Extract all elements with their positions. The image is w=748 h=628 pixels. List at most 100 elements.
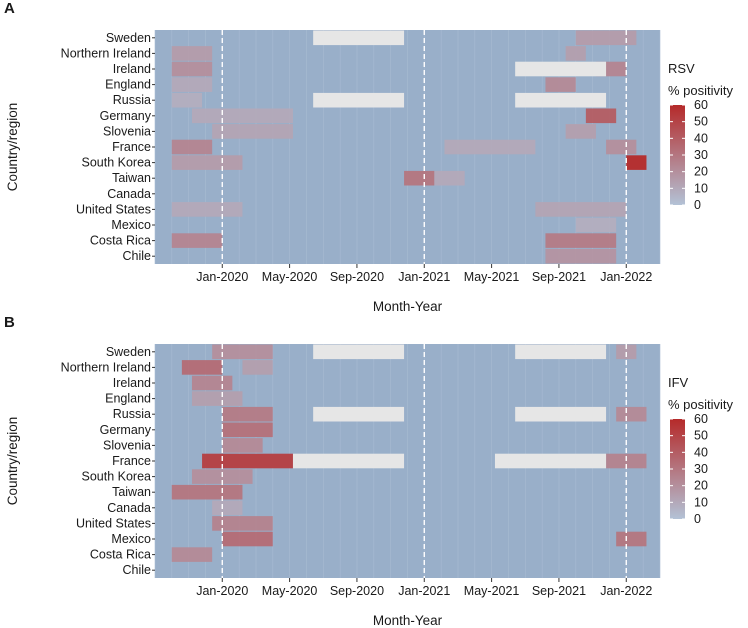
heat-cell [575,217,617,233]
country-label: Slovenia [103,124,151,138]
heat-cell [171,155,243,170]
heat-cell [616,344,637,360]
heat-cell [626,155,647,170]
x-axis-title: Month-Year [373,613,443,628]
legend-tick-label: 0 [694,198,701,212]
legend-tick-label: 20 [694,165,708,179]
country-label: France [112,454,151,468]
legend-tick-label: 10 [694,181,708,195]
heat-cell [171,484,243,500]
panel-label-b: B [4,314,15,331]
heat-cell [565,124,596,139]
country-label: Costa Rica [90,234,151,248]
legend-tick-label: 50 [694,115,708,129]
heat-cell [222,406,273,422]
missing-data-cell [313,406,405,422]
heat-cell [181,360,223,375]
legend-tick-label: 50 [694,429,708,443]
country-label: Northern Ireland [61,360,151,374]
legend-tick-label: 30 [694,148,708,162]
heat-cell [212,500,243,516]
legend-tick-label: 30 [694,462,708,476]
heat-cell [171,547,213,562]
legend-tick-label: 20 [694,479,708,493]
country-label: England [105,392,151,406]
heat-cell [222,438,263,453]
x-tick-label: Jan-2021 [398,270,450,284]
country-label: South Korea [82,156,152,170]
heat-cell [212,124,293,139]
missing-data-cell [515,406,607,422]
country-label: Germany [100,109,152,123]
panel-label-a: A [4,0,15,17]
legend-title-a-line1: RSV [668,61,695,76]
heat-cell [171,139,213,155]
legend-tick-label: 40 [694,131,708,145]
missing-data-cell [515,92,607,108]
country-label: Russia [113,407,151,421]
heat-cell [545,248,617,264]
heat-cell [616,406,647,422]
panel-b: Sweden Northern Ireland Ireland England Russ… [0,314,748,628]
country-label: Canada [107,187,151,201]
panel-a: Sweden Northern Ireland Ireland England Russ… [4,0,734,314]
heat-cell [545,233,617,248]
heat-cell [171,77,213,92]
heat-cell [191,391,243,406]
heat-cell [191,108,293,124]
x-tick-label: Sep-2020 [330,584,384,598]
missing-data-cell [292,453,405,469]
missing-data-cell [515,344,607,360]
heat-cell [171,202,243,217]
country-label: United States [76,202,151,216]
missing-data-cell [313,92,405,108]
heat-cell [585,108,617,124]
missing-data-cell [515,61,607,77]
heat-cell [212,344,273,360]
x-tick-label: Sep-2020 [330,270,384,284]
x-tick-label: Jan-2022 [600,584,652,598]
country-label: Chile [123,249,152,263]
x-tick-label: May-2020 [262,584,318,598]
heat-cell [171,46,213,61]
country-label: United States [76,516,151,530]
x-tick-label: Jan-2021 [398,584,450,598]
y-axis-title: Country/region [5,417,20,506]
heat-cell [171,233,223,248]
country-label: Taiwan [112,171,151,185]
heat-cell [171,61,213,77]
country-label: Germany [100,423,152,437]
x-tick-label: May-2021 [464,270,520,284]
legend-colorbar [670,419,685,519]
heat-cell [191,375,233,391]
heat-cell [434,170,465,186]
country-label: Chile [123,563,152,577]
legend-tick-label: 40 [694,445,708,459]
heat-cell [212,516,273,531]
country-label: Taiwan [112,485,151,499]
legend-title-a-line2: % positivity [668,83,734,98]
legend-tick-label: 60 [694,98,708,112]
x-tick-label: Jan-2020 [196,584,248,598]
heat-cell [565,46,586,61]
heat-cell [535,202,627,217]
missing-data-cell [313,344,405,360]
x-tick-label: Jan-2022 [600,270,652,284]
missing-data-cell [313,30,405,46]
heat-cell [444,139,536,155]
heat-cell [616,531,647,547]
legend-tick-label: 0 [694,512,701,526]
country-label: Slovenia [103,438,151,452]
country-label: Ireland [113,62,151,76]
country-label: Sweden [106,345,151,359]
country-label: Mexico [111,218,151,232]
heat-cell [575,30,637,46]
legend-colorbar [670,105,685,205]
x-tick-label: Sep-2021 [532,584,586,598]
heat-cell [242,360,273,375]
country-label: Canada [107,501,151,515]
heat-cell [202,453,293,469]
legend-title-b-line1: IFV [668,375,689,390]
